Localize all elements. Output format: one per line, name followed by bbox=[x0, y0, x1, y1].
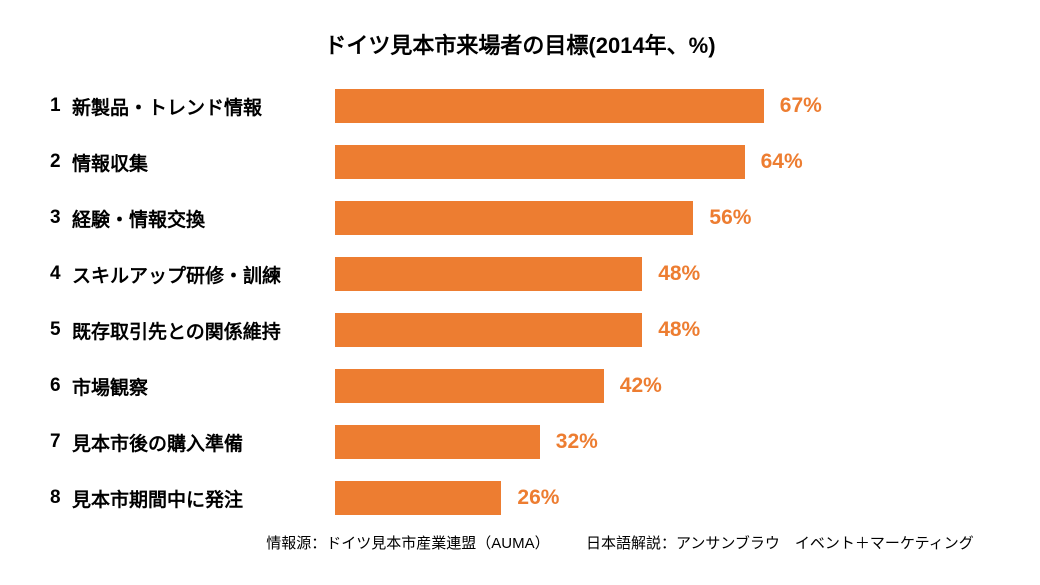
bar-area: 64% bbox=[335, 145, 990, 179]
chart-row: 7見本市後の購入準備 32% bbox=[50, 414, 990, 470]
chart-row: 6市場観察 42% bbox=[50, 358, 990, 414]
bar-value: 26% bbox=[517, 486, 559, 510]
row-label: 7見本市後の購入準備 bbox=[50, 429, 335, 456]
bar-value: 32% bbox=[556, 430, 598, 454]
row-rank: 6 bbox=[50, 375, 72, 397]
row-label: 8見本市期間中に発注 bbox=[50, 485, 335, 512]
row-label: 2情報収集 bbox=[50, 149, 335, 176]
chart-row: 8見本市期間中に発注 26% bbox=[50, 470, 990, 526]
row-label: 3経験・情報交換 bbox=[50, 205, 335, 232]
bar bbox=[335, 369, 604, 403]
source-right: 日本語解説：アンサンブラウ イベント＋マーケティング bbox=[586, 535, 974, 552]
row-label-text: 既存取引先との関係維持 bbox=[72, 317, 281, 344]
bar-area: 56% bbox=[335, 201, 990, 235]
chart-row: 4スキルアップ研修・訓練 48% bbox=[50, 246, 990, 302]
row-label-text: 情報収集 bbox=[72, 149, 148, 176]
bar-value: 48% bbox=[658, 262, 700, 286]
row-label-text: 見本市期間中に発注 bbox=[72, 485, 243, 512]
bar-value: 64% bbox=[761, 150, 803, 174]
chart-row: 5既存取引先との関係維持 48% bbox=[50, 302, 990, 358]
bar-value: 48% bbox=[658, 318, 700, 342]
bar-chart: 1新製品・トレンド情報 67% 2情報収集 64% 3経験・情報交換 56% 4スキルアップ… bbox=[0, 78, 1040, 526]
row-label: 6市場観察 bbox=[50, 373, 335, 400]
bar-value: 56% bbox=[709, 206, 751, 230]
row-rank: 5 bbox=[50, 319, 72, 341]
row-rank: 1 bbox=[50, 95, 72, 117]
chart-row: 3経験・情報交換 56% bbox=[50, 190, 990, 246]
row-label: 5既存取引先との関係維持 bbox=[50, 317, 335, 344]
bar-area: 32% bbox=[335, 425, 990, 459]
bar-area: 48% bbox=[335, 313, 990, 347]
row-label-text: スキルアップ研修・訓練 bbox=[72, 261, 281, 288]
source-left: 情報源：ドイツ見本市産業連盟（AUMA） bbox=[266, 535, 549, 552]
row-label-text: 市場観察 bbox=[72, 373, 148, 400]
row-rank: 2 bbox=[50, 151, 72, 173]
bar-area: 48% bbox=[335, 257, 990, 291]
row-label-text: 見本市後の購入準備 bbox=[72, 429, 243, 456]
row-label-text: 経験・情報交換 bbox=[72, 205, 205, 232]
bar-area: 26% bbox=[335, 481, 990, 515]
bar bbox=[335, 201, 693, 235]
row-rank: 8 bbox=[50, 487, 72, 509]
bar bbox=[335, 145, 745, 179]
bar bbox=[335, 425, 540, 459]
row-rank: 4 bbox=[50, 263, 72, 285]
row-label-text: 新製品・トレンド情報 bbox=[72, 93, 262, 120]
source-line: 情報源：ドイツ見本市産業連盟（AUMA） 日本語解説：アンサンブラウ イベント＋… bbox=[0, 526, 1040, 553]
bar-area: 67% bbox=[335, 89, 990, 123]
row-rank: 7 bbox=[50, 431, 72, 453]
bar bbox=[335, 89, 764, 123]
chart-row: 1新製品・トレンド情報 67% bbox=[50, 78, 990, 134]
bar bbox=[335, 257, 642, 291]
bar bbox=[335, 481, 501, 515]
chart-title: ドイツ見本市来場者の目標(2014年、%) bbox=[0, 0, 1040, 78]
bar-value: 42% bbox=[620, 374, 662, 398]
row-label: 1新製品・トレンド情報 bbox=[50, 93, 335, 120]
row-rank: 3 bbox=[50, 207, 72, 229]
bar-value: 67% bbox=[780, 94, 822, 118]
bar bbox=[335, 313, 642, 347]
row-label: 4スキルアップ研修・訓練 bbox=[50, 261, 335, 288]
bar-area: 42% bbox=[335, 369, 990, 403]
chart-row: 2情報収集 64% bbox=[50, 134, 990, 190]
